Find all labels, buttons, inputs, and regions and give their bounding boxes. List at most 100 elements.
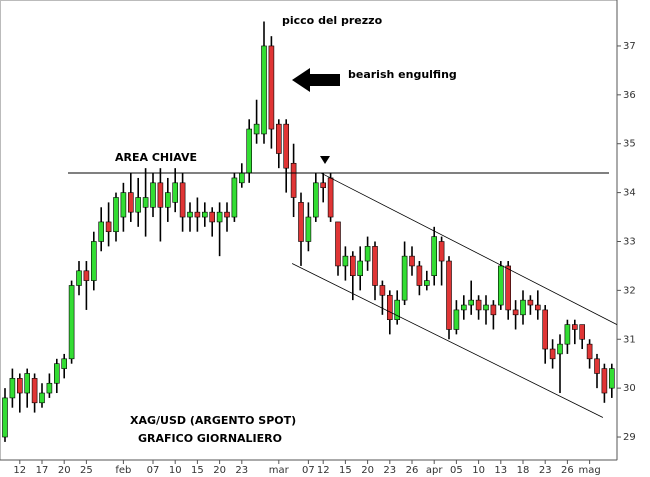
y-tick-label: 33 <box>623 236 636 247</box>
candle-body <box>16 378 23 394</box>
candle-body <box>534 304 541 311</box>
candle-body <box>194 211 201 218</box>
candle-body <box>68 285 75 360</box>
x-tick-label: 23 <box>383 465 396 476</box>
candle-body <box>335 221 341 267</box>
candle-body <box>460 304 467 311</box>
channel-line <box>291 263 604 418</box>
candle-body <box>557 343 563 355</box>
candle-body <box>239 172 245 184</box>
x-tick-label: 12 <box>317 465 330 476</box>
candle-body <box>438 241 445 262</box>
x-tick-label: 18 <box>517 465 530 476</box>
candle-body <box>209 211 215 223</box>
candle-body <box>76 270 82 286</box>
candle-body <box>231 177 238 218</box>
y-tick-label: 34 <box>623 188 636 199</box>
candle-body <box>157 182 164 208</box>
channel-line <box>320 172 618 325</box>
candle-body <box>246 128 252 174</box>
candle-body <box>224 211 230 218</box>
candle-body <box>187 211 193 218</box>
candle-body <box>608 368 615 389</box>
candle-body <box>9 378 16 399</box>
x-tick-label: 12 <box>13 465 26 476</box>
x-tick-label: feb <box>115 465 131 476</box>
candle-body <box>113 197 119 233</box>
y-tick-label: 30 <box>623 383 636 394</box>
candle-body <box>142 197 149 208</box>
candle-body <box>431 236 438 277</box>
candle-body <box>31 378 38 404</box>
candle-body <box>98 221 104 242</box>
y-tick-label: 31 <box>623 334 636 345</box>
x-tick-label: 26 <box>406 465 419 476</box>
candle-body <box>512 309 519 316</box>
candle-body <box>483 304 489 311</box>
x-tick-label: 17 <box>36 465 49 476</box>
candle-body <box>275 123 282 154</box>
x-tick-label: 10 <box>169 465 182 476</box>
candle-body <box>150 182 156 208</box>
candle-body <box>497 265 504 306</box>
candle-body <box>549 348 556 360</box>
candle-body <box>305 216 312 242</box>
annotation-key-area: AREA CHIAVE <box>115 151 197 164</box>
x-tick-label: mar <box>269 465 290 476</box>
candle-body <box>327 177 334 218</box>
y-tick-label: 35 <box>623 139 636 150</box>
annotation-symbol: XAG/USD (ARGENTO SPOT) <box>130 414 296 427</box>
x-tick-label: 23 <box>235 465 248 476</box>
signal-arrow <box>320 156 330 164</box>
candle-body <box>165 192 171 208</box>
candle-body <box>571 324 578 330</box>
candle-body <box>520 299 526 316</box>
x-tick-label: 20 <box>361 465 374 476</box>
candle-body <box>216 211 223 223</box>
candle-body <box>39 392 45 404</box>
candle-body <box>505 265 512 311</box>
x-tick-label: 20 <box>213 465 226 476</box>
candle-body <box>312 182 319 218</box>
x-tick-label: 20 <box>58 465 71 476</box>
candle-body <box>53 363 60 384</box>
candle-body <box>2 397 8 438</box>
candle-body <box>172 182 178 203</box>
candle-body <box>349 255 356 277</box>
candle-body <box>105 221 112 233</box>
candle-body <box>490 304 497 316</box>
x-tick-label: 23 <box>539 465 552 476</box>
candle-body <box>364 246 371 262</box>
candle-body <box>179 182 186 218</box>
y-tick-label: 29 <box>623 432 636 443</box>
candle-body <box>61 358 68 369</box>
candle-body <box>527 299 534 306</box>
candle-body <box>586 343 593 360</box>
marks <box>2 21 615 442</box>
candle-body <box>253 123 260 135</box>
candle-body <box>91 241 97 281</box>
engulfing-arrow <box>292 68 340 92</box>
candle-body <box>261 45 267 135</box>
candle-body <box>594 358 600 374</box>
x-tick-label: 15 <box>191 465 204 476</box>
candle-body <box>453 309 460 330</box>
x-tick-label: 15 <box>339 465 352 476</box>
candle-body <box>283 123 290 169</box>
y-tick-label: 36 <box>623 90 636 101</box>
x-tick-label: 10 <box>472 465 485 476</box>
y-tick-label: 37 <box>623 41 636 52</box>
candle-body <box>128 192 134 213</box>
candle-body <box>468 299 475 306</box>
x-tick-label: mag <box>578 465 600 476</box>
annotation-engulfing: bearish engulfing <box>348 68 457 81</box>
x-tick-label: 26 <box>561 465 574 476</box>
candle-body <box>268 45 275 130</box>
candle-body <box>379 285 386 296</box>
candle-body <box>202 211 208 218</box>
candle-body <box>416 265 423 286</box>
candle-body <box>83 270 90 281</box>
annotation-peak: picco del prezzo <box>282 14 383 27</box>
candle-body <box>579 324 586 340</box>
